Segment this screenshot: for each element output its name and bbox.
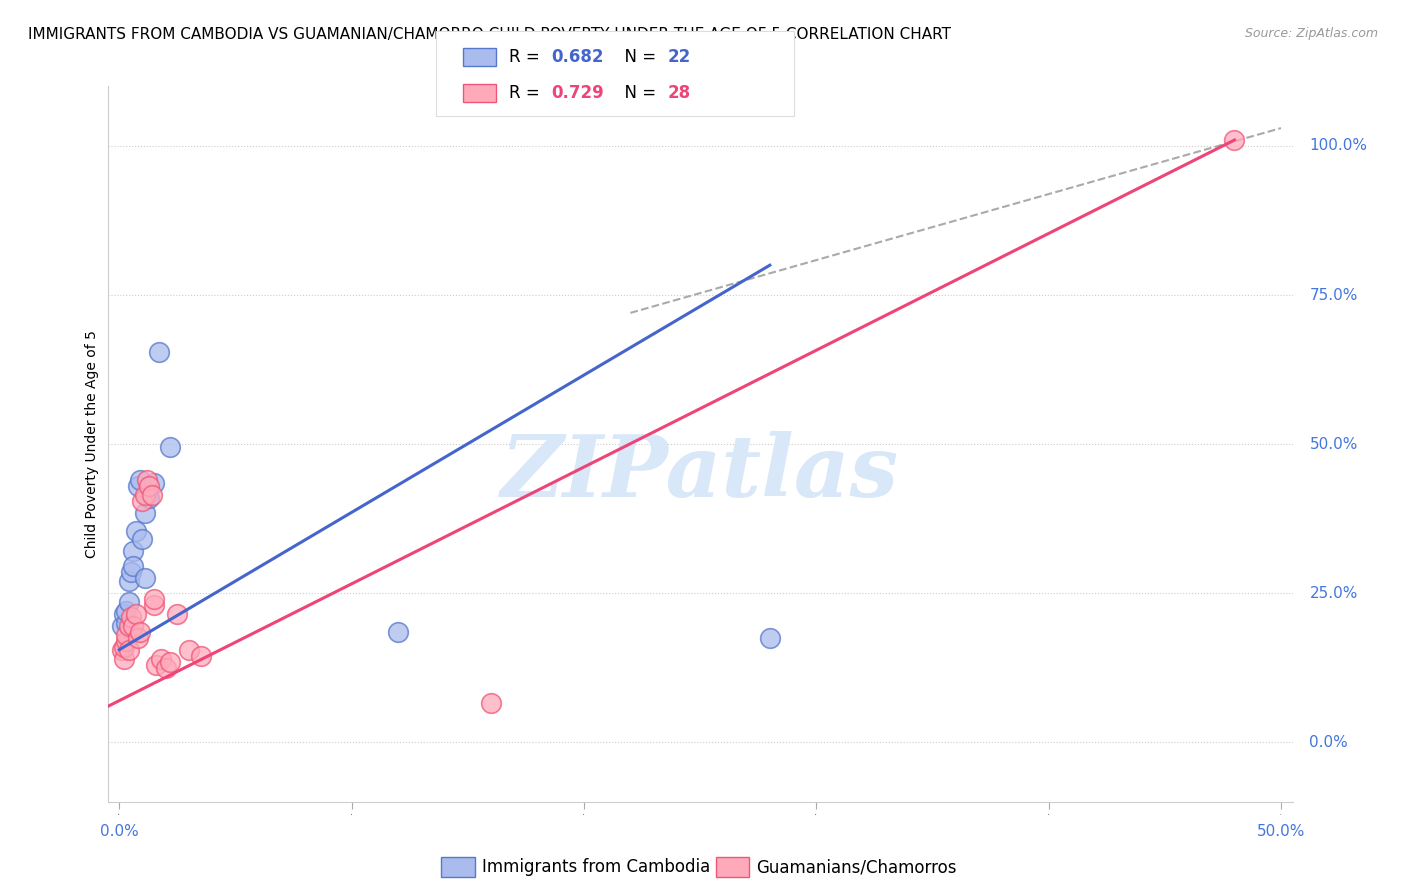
Point	[150, 651, 173, 665]
Point	[131, 493, 153, 508]
Point	[479, 697, 502, 711]
Point	[166, 607, 188, 621]
Point	[115, 615, 138, 630]
Text: 22: 22	[668, 48, 692, 66]
Point	[159, 440, 181, 454]
Text: N =: N =	[614, 48, 662, 66]
Text: 50.0%: 50.0%	[1257, 824, 1305, 839]
Text: 50.0%: 50.0%	[1309, 436, 1358, 451]
Point	[122, 544, 145, 558]
Text: R =: R =	[509, 84, 546, 102]
Point	[127, 479, 149, 493]
Point	[190, 648, 212, 663]
Text: Guamanians/Chamorros: Guamanians/Chamorros	[756, 858, 957, 876]
Point	[124, 524, 146, 538]
Text: 0.0%: 0.0%	[1309, 735, 1348, 749]
Point	[129, 624, 152, 639]
Point	[112, 607, 135, 621]
Point	[148, 344, 170, 359]
Text: 0.0%: 0.0%	[100, 824, 139, 839]
Point	[143, 475, 166, 490]
Text: 0.682: 0.682	[551, 48, 603, 66]
Point	[127, 631, 149, 645]
Point	[120, 610, 142, 624]
Point	[141, 488, 163, 502]
Text: 28: 28	[668, 84, 690, 102]
Point	[117, 619, 139, 633]
Point	[112, 640, 135, 654]
Point	[134, 571, 156, 585]
Point	[155, 660, 177, 674]
Point	[110, 642, 132, 657]
Point	[134, 506, 156, 520]
Point	[177, 642, 200, 657]
Point	[117, 595, 139, 609]
Point	[131, 533, 153, 547]
Point	[134, 488, 156, 502]
Point	[759, 631, 782, 645]
Y-axis label: Child Poverty Under the Age of 5: Child Poverty Under the Age of 5	[86, 330, 100, 558]
Point	[124, 607, 146, 621]
Point	[115, 604, 138, 618]
Point	[110, 619, 132, 633]
Point	[136, 473, 159, 487]
Text: R =: R =	[509, 48, 546, 66]
Point	[122, 559, 145, 574]
Point	[143, 592, 166, 607]
Text: Source: ZipAtlas.com: Source: ZipAtlas.com	[1244, 27, 1378, 40]
Point	[136, 488, 159, 502]
Point	[138, 491, 160, 505]
Point	[145, 657, 167, 672]
Text: 75.0%: 75.0%	[1309, 287, 1358, 302]
Point	[115, 633, 138, 648]
Point	[120, 566, 142, 580]
Point	[143, 598, 166, 612]
Point	[387, 624, 409, 639]
Point	[129, 473, 152, 487]
Point	[159, 655, 181, 669]
Text: 100.0%: 100.0%	[1309, 138, 1368, 153]
Text: 0.729: 0.729	[551, 84, 605, 102]
Point	[117, 574, 139, 589]
Point	[138, 479, 160, 493]
Point	[115, 628, 138, 642]
Text: N =: N =	[614, 84, 662, 102]
Text: ZIPatlas: ZIPatlas	[501, 431, 900, 515]
Point	[112, 651, 135, 665]
Text: Immigrants from Cambodia: Immigrants from Cambodia	[482, 858, 710, 876]
Point	[117, 642, 139, 657]
Point	[1223, 133, 1246, 147]
Point	[122, 619, 145, 633]
Text: IMMIGRANTS FROM CAMBODIA VS GUAMANIAN/CHAMORRO CHILD POVERTY UNDER THE AGE OF 5 : IMMIGRANTS FROM CAMBODIA VS GUAMANIAN/CH…	[28, 27, 950, 42]
Text: 25.0%: 25.0%	[1309, 585, 1358, 600]
